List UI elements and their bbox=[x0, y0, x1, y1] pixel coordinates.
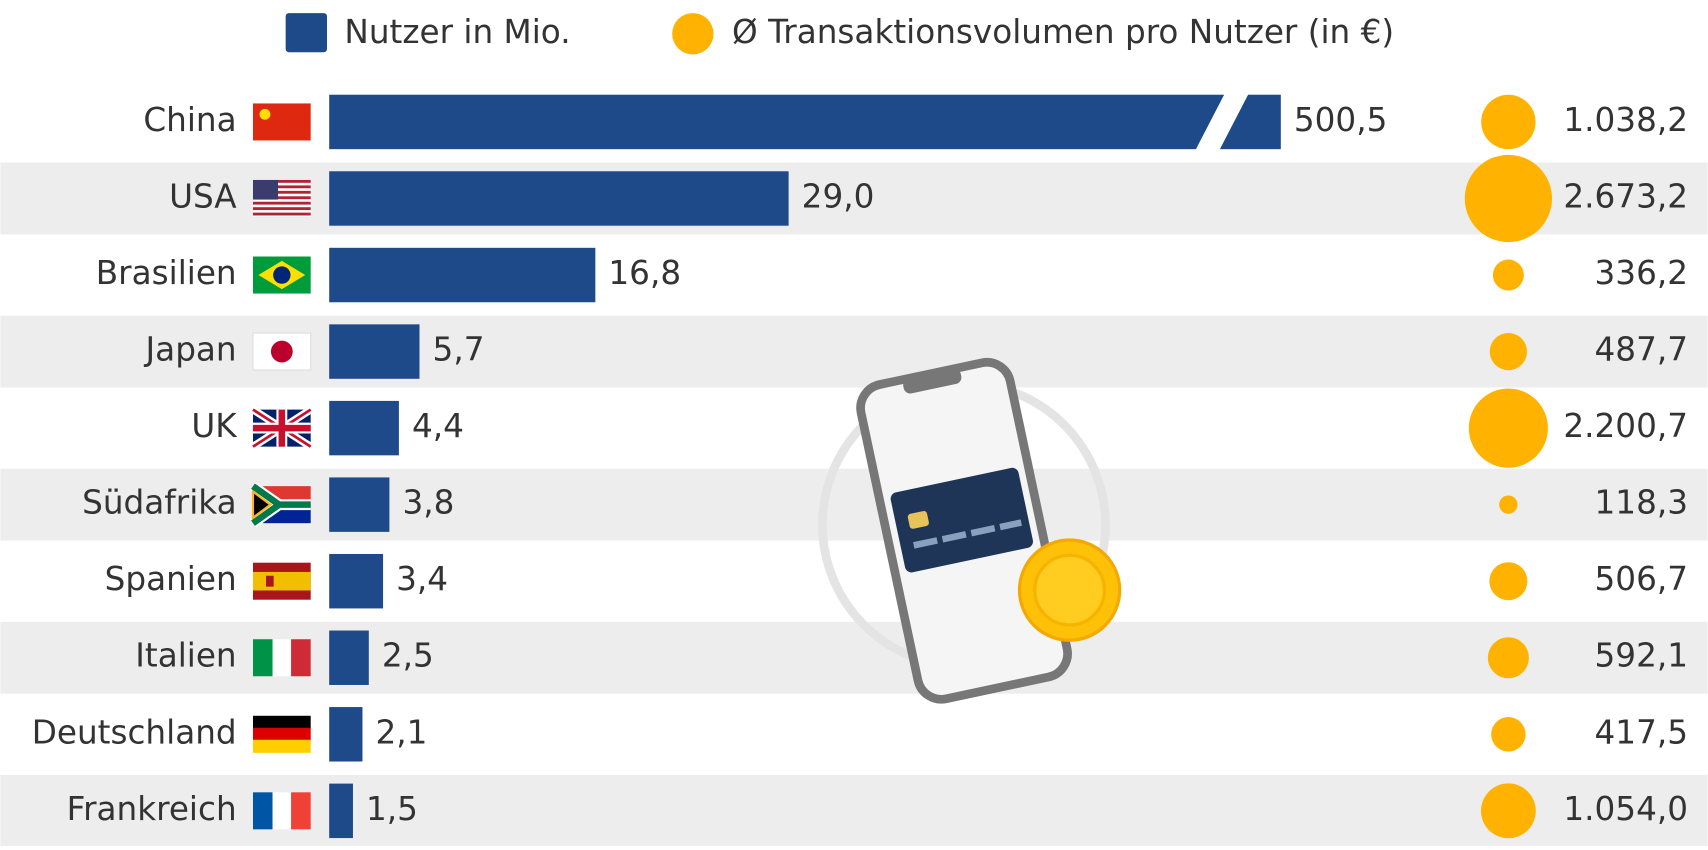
bubble bbox=[1490, 333, 1527, 370]
bar bbox=[329, 707, 362, 761]
bar bbox=[329, 477, 389, 531]
category-label: USA bbox=[169, 177, 237, 215]
category-label: UK bbox=[191, 407, 238, 445]
bubble bbox=[1493, 260, 1524, 291]
flag bbox=[253, 207, 311, 210]
flag bbox=[253, 213, 311, 216]
category-label: Italien bbox=[135, 637, 236, 675]
bubble-value-label: 2.200,7 bbox=[1563, 407, 1688, 445]
bar-value-label: 29,0 bbox=[802, 177, 875, 215]
bar bbox=[329, 401, 399, 455]
flag bbox=[266, 576, 274, 587]
bar-value-label: 500,5 bbox=[1294, 101, 1388, 139]
flag bbox=[273, 266, 290, 283]
bar bbox=[329, 631, 369, 685]
flag bbox=[253, 792, 273, 829]
flag bbox=[253, 572, 311, 591]
legend-label: Ø Transaktionsvolumen pro Nutzer (in €) bbox=[732, 13, 1394, 51]
category-label: China bbox=[143, 101, 236, 139]
bubble-value-label: 592,1 bbox=[1595, 637, 1689, 675]
bar bbox=[329, 554, 383, 608]
flag bbox=[253, 202, 311, 205]
bubble bbox=[1465, 155, 1552, 242]
flag bbox=[253, 103, 311, 140]
bar-value-label: 3,4 bbox=[396, 560, 448, 598]
flag bbox=[253, 716, 311, 729]
bubble-value-label: 1.054,0 bbox=[1563, 790, 1688, 828]
bar-value-label: 3,8 bbox=[402, 484, 454, 522]
category-label: Deutschland bbox=[32, 713, 237, 751]
bubble-value-label: 487,7 bbox=[1595, 331, 1689, 369]
bar-value-label: 16,8 bbox=[608, 254, 681, 292]
category-label: Frankreich bbox=[67, 790, 237, 828]
legend-label: Nutzer in Mio. bbox=[344, 13, 570, 51]
bar-value-label: 5,7 bbox=[433, 331, 485, 369]
flag bbox=[291, 639, 311, 676]
category-label: Südafrika bbox=[82, 484, 237, 522]
flag bbox=[273, 639, 292, 676]
category-label: Spanien bbox=[105, 560, 237, 598]
bubble bbox=[1491, 717, 1525, 751]
bubble bbox=[1481, 783, 1536, 838]
category-label: Brasilien bbox=[96, 254, 237, 292]
bar-value-label: 4,4 bbox=[412, 407, 464, 445]
bubble bbox=[1469, 389, 1548, 468]
flag bbox=[273, 792, 292, 829]
chart: Nutzer in Mio. Ø Transaktionsvolumen pro … bbox=[0, 0, 1708, 846]
bubble-value-label: 118,3 bbox=[1595, 484, 1689, 522]
flag bbox=[271, 341, 293, 363]
bar bbox=[329, 171, 788, 225]
category-label: Japan bbox=[144, 331, 237, 369]
flag bbox=[253, 639, 273, 676]
bubble-value-label: 336,2 bbox=[1595, 254, 1689, 292]
bar bbox=[329, 784, 353, 838]
bubble-value-label: 2.673,2 bbox=[1563, 177, 1688, 215]
bubble bbox=[1481, 95, 1535, 149]
flag bbox=[260, 109, 271, 120]
bubble bbox=[1499, 495, 1517, 513]
bar-value-label: 1,5 bbox=[366, 790, 418, 828]
bar-value-label: 2,5 bbox=[382, 637, 434, 675]
flag bbox=[291, 792, 311, 829]
flag bbox=[253, 180, 278, 200]
flag bbox=[253, 728, 311, 741]
bubble-value-label: 1.038,2 bbox=[1563, 101, 1688, 139]
legend-swatch bbox=[286, 13, 327, 52]
legend: Nutzer in Mio. Ø Transaktionsvolumen pro … bbox=[286, 13, 1395, 55]
bar bbox=[329, 248, 595, 302]
bubble-value-label: 417,5 bbox=[1595, 713, 1689, 751]
legend-swatch bbox=[672, 13, 713, 54]
bubble bbox=[1489, 562, 1527, 600]
flag bbox=[253, 740, 311, 753]
bubble-value-label: 506,7 bbox=[1595, 560, 1689, 598]
bar bbox=[329, 95, 1281, 149]
bar bbox=[329, 324, 419, 378]
bubble bbox=[1488, 637, 1529, 678]
bar-value-label: 2,1 bbox=[376, 713, 428, 751]
